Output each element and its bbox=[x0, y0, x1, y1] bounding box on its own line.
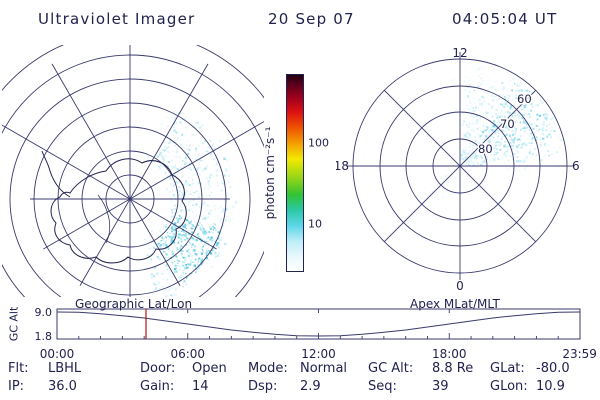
gc-alt-curve bbox=[56, 311, 581, 337]
glat-label: GLat: bbox=[490, 361, 525, 376]
geo-auroral-emission bbox=[142, 111, 238, 297]
antarctica-coastline bbox=[50, 158, 187, 264]
mlt-18-label: 18 bbox=[336, 159, 349, 173]
seq-label: Seq: bbox=[368, 379, 397, 394]
time-axis-tick-00:00: 00:00 bbox=[39, 347, 75, 361]
apex-grid bbox=[346, 52, 574, 280]
geo-latlon-grid bbox=[2, 45, 264, 297]
mlt-0-label: 0 bbox=[456, 279, 464, 293]
ip-value: 36.0 bbox=[48, 379, 77, 394]
gain-value: 14 bbox=[192, 379, 209, 394]
geo-plot-caption: Geographic Lat/Lon bbox=[75, 297, 193, 311]
gc-alt-timeline-plot bbox=[56, 308, 581, 340]
ip-label: IP: bbox=[8, 379, 25, 394]
apex-plot-caption: Apex MLat/MLT bbox=[410, 297, 500, 311]
colorbar-tick-10: 10 bbox=[308, 217, 322, 231]
colorbar bbox=[286, 74, 304, 272]
gain-label: Gain: bbox=[140, 379, 175, 394]
antarctic-peninsula-coastline bbox=[41, 150, 71, 198]
apex-mlat-mlt-plot: 12 18 6 0 60 70 80 bbox=[336, 46, 580, 293]
observation-date: 20 Sep 07 bbox=[268, 10, 355, 28]
flt-value: LBHL bbox=[48, 361, 82, 376]
mlt-6-label: 6 bbox=[572, 159, 580, 173]
apex-auroral-emission bbox=[420, 62, 563, 217]
colorbar-units-label: photon cm⁻²s⁻¹ bbox=[263, 126, 277, 220]
ytick-1-8: 1.8 bbox=[34, 330, 53, 343]
glon-label: GLon: bbox=[490, 379, 528, 394]
app-title: Ultraviolet Imager bbox=[38, 10, 196, 28]
mlt-12-label: 12 bbox=[452, 46, 467, 60]
flt-label: Flt: bbox=[8, 361, 29, 376]
geographic-map-plot bbox=[2, 45, 264, 297]
door-label: Door: bbox=[140, 361, 176, 376]
mlat-80-label: 80 bbox=[478, 142, 493, 156]
colorbar-tick-100: 100 bbox=[308, 136, 329, 150]
timeline-ylabel: GC Alt bbox=[7, 306, 21, 342]
seq-value: 39 bbox=[432, 379, 449, 394]
gc-alt-value: 8.8 Re bbox=[432, 361, 474, 376]
dsp-label: Dsp: bbox=[248, 379, 278, 394]
time-axis-tick-23:59: 23:59 bbox=[562, 347, 597, 361]
gc-alt-label: GC Alt: bbox=[368, 361, 414, 376]
timeline-axis-ticks bbox=[78, 309, 559, 339]
ytick-9-0: 9.0 bbox=[34, 306, 53, 319]
door-value: Open bbox=[192, 361, 227, 376]
mlat-60-label: 60 bbox=[517, 92, 532, 106]
ice-shelf-coast-detail bbox=[97, 194, 110, 244]
observation-time: 04:05:04 UT bbox=[452, 10, 558, 28]
mlat-70-label: 70 bbox=[500, 117, 515, 131]
mode-label: Mode: bbox=[248, 361, 288, 376]
time-axis-tick-12:00: 12:00 bbox=[301, 347, 336, 361]
glat-value: -80.0 bbox=[536, 361, 570, 376]
dsp-value: 2.9 bbox=[300, 379, 321, 394]
mode-value: Normal bbox=[300, 361, 348, 376]
time-axis-tick-18:00: 18:00 bbox=[431, 347, 467, 361]
time-axis-tick-06:00: 06:00 bbox=[170, 347, 206, 361]
glon-value: 10.9 bbox=[536, 379, 565, 394]
